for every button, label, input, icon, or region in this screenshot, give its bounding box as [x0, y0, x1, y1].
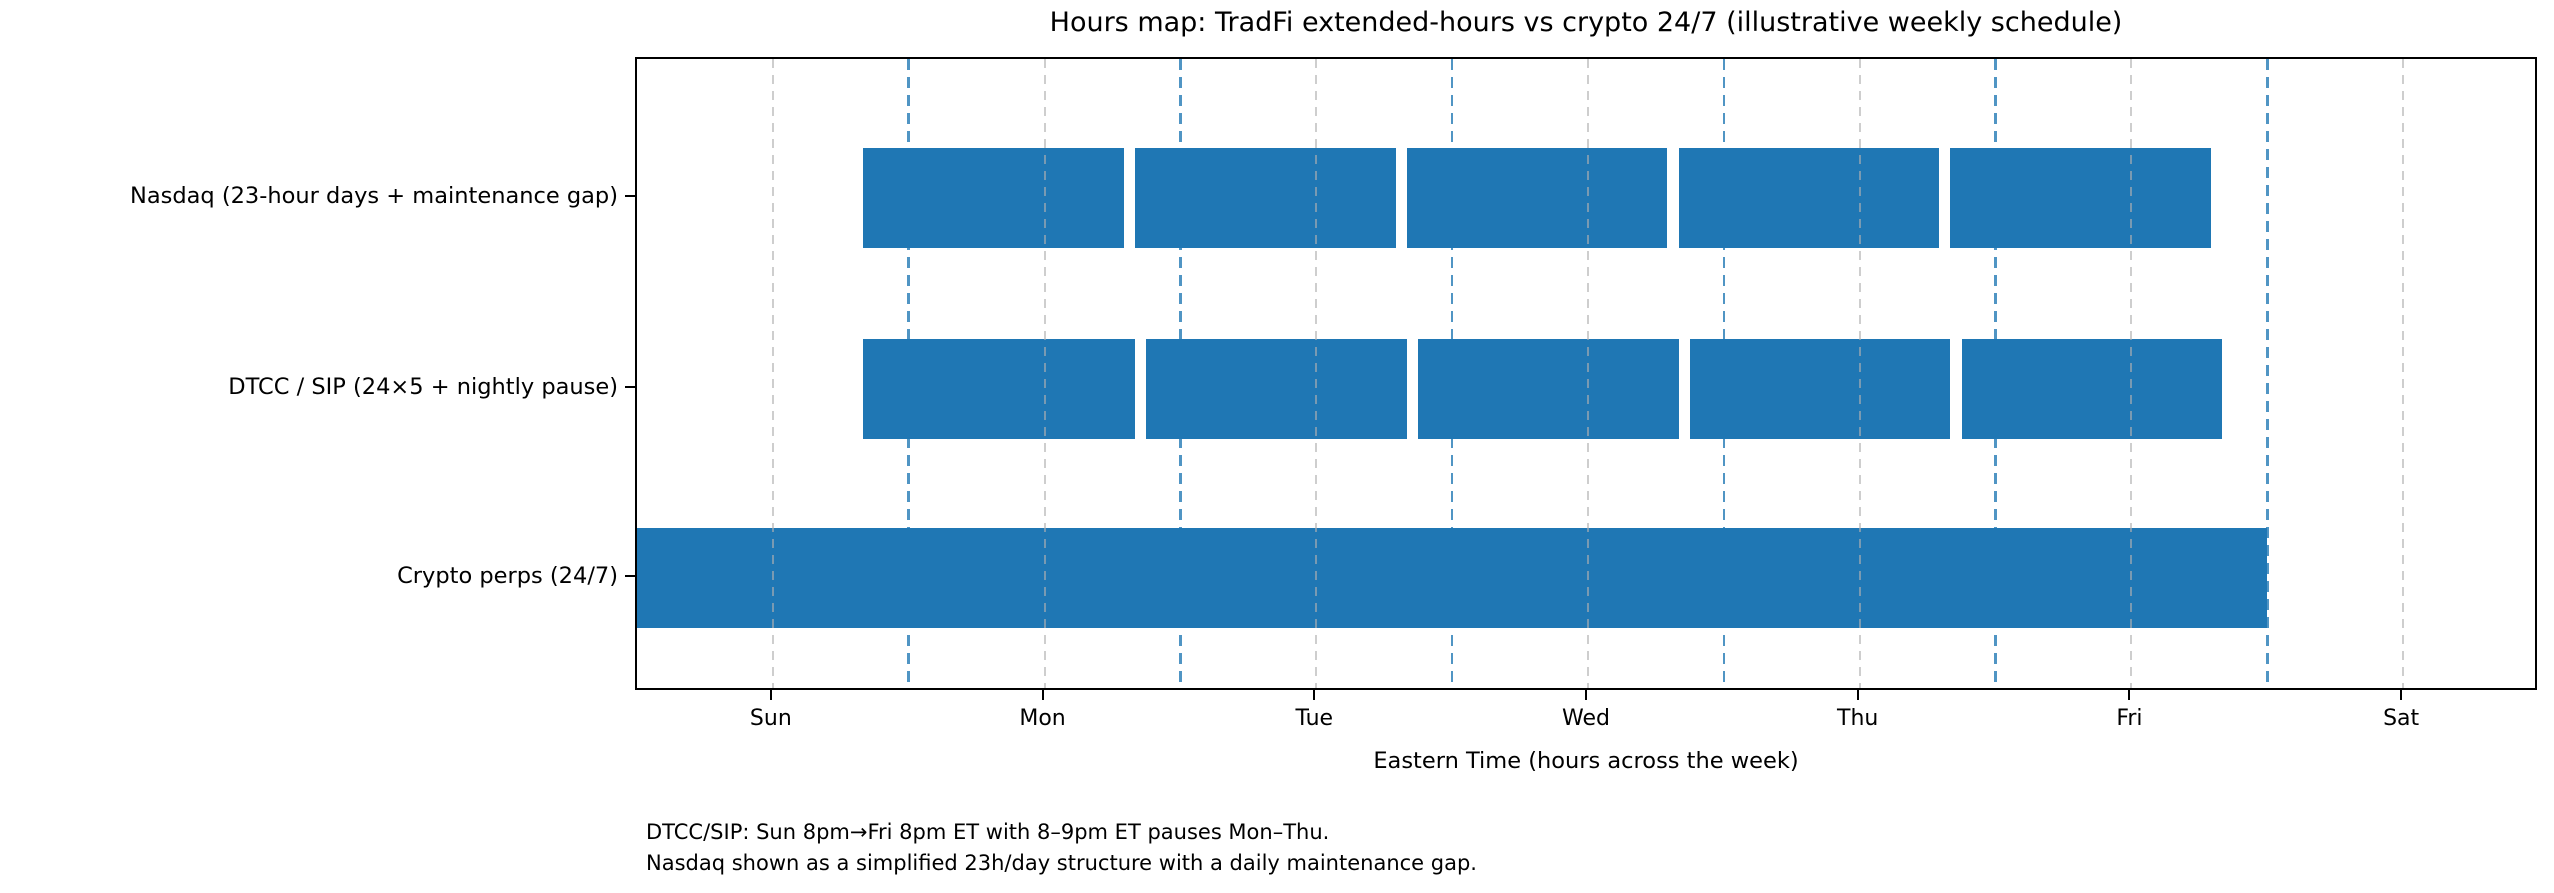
- x-tick-mark: [1313, 690, 1316, 700]
- x-tick-label: Sat: [2383, 706, 2420, 731]
- x-tick-mark: [1041, 690, 1044, 700]
- schedule-bar-segment: [1950, 148, 2211, 248]
- gridline-midnight: [1994, 59, 1997, 688]
- gridline-midnight: [2266, 59, 2269, 688]
- footnote-line-2: Nasdaq shown as a simplified 23h/day str…: [646, 851, 1477, 875]
- x-tick-label: Wed: [1562, 706, 1610, 731]
- x-tick-mark: [2128, 690, 2131, 700]
- gridline-midday: [1858, 59, 1861, 688]
- y-tick-label: Nasdaq (23-hour days + maintenance gap): [129, 183, 618, 209]
- schedule-bar-segment: [1678, 148, 1939, 248]
- gridline-midday: [771, 59, 774, 688]
- gridline-midnight: [1450, 59, 1454, 688]
- schedule-bar-segment: [863, 148, 1124, 248]
- x-tick-label: Sun: [749, 706, 792, 731]
- plot-area: [635, 57, 2537, 690]
- chart-footnote: DTCC/SIP: Sun 8pm→Fri 8pm ET with 8–9pm …: [646, 817, 1477, 879]
- gridline-midnight: [1179, 59, 1182, 688]
- gridline-midday: [2402, 59, 2405, 688]
- x-tick-label: Fri: [2116, 706, 2143, 731]
- gridline-midday: [1587, 59, 1589, 688]
- gridline-midday: [2130, 59, 2133, 688]
- schedule-bar-segment: [1146, 339, 1407, 439]
- x-tick-label: Tue: [1295, 706, 1334, 731]
- footnote-line-1: DTCC/SIP: Sun 8pm→Fri 8pm ET with 8–9pm …: [646, 820, 1330, 844]
- y-tick-mark: [625, 575, 635, 577]
- chart-title: Hours map: TradFi extended-hours vs cryp…: [1049, 7, 2123, 38]
- gridline-midday: [1043, 59, 1046, 688]
- gridline-midday: [1315, 59, 1318, 688]
- x-tick-label: Mon: [1019, 706, 1066, 731]
- y-tick-label: DTCC / SIP (24×5 + nightly pause): [228, 374, 618, 400]
- y-tick-mark: [625, 386, 635, 388]
- plot-clip-region: [637, 59, 2535, 688]
- gridline-midnight: [1722, 59, 1726, 688]
- y-tick-label: Crypto perps (24/7): [397, 563, 618, 589]
- schedule-bar-segment: [1689, 339, 1951, 439]
- schedule-bar-segment: [1961, 339, 2222, 439]
- schedule-bar-segment: [863, 339, 1136, 439]
- x-axis-label: Eastern Time (hours across the week): [1373, 748, 1799, 774]
- x-tick-mark: [1585, 690, 1587, 700]
- x-tick-mark: [2400, 690, 2403, 700]
- gridline-midnight: [907, 59, 910, 688]
- x-tick-label: Thu: [1837, 706, 1879, 731]
- schedule-bar-segment: [1418, 339, 1679, 439]
- x-tick-mark: [1856, 690, 1859, 700]
- schedule-bar-segment: [1135, 148, 1396, 248]
- x-tick-mark: [769, 690, 772, 700]
- schedule-bar-segment: [1406, 148, 1668, 248]
- y-tick-mark: [625, 195, 635, 197]
